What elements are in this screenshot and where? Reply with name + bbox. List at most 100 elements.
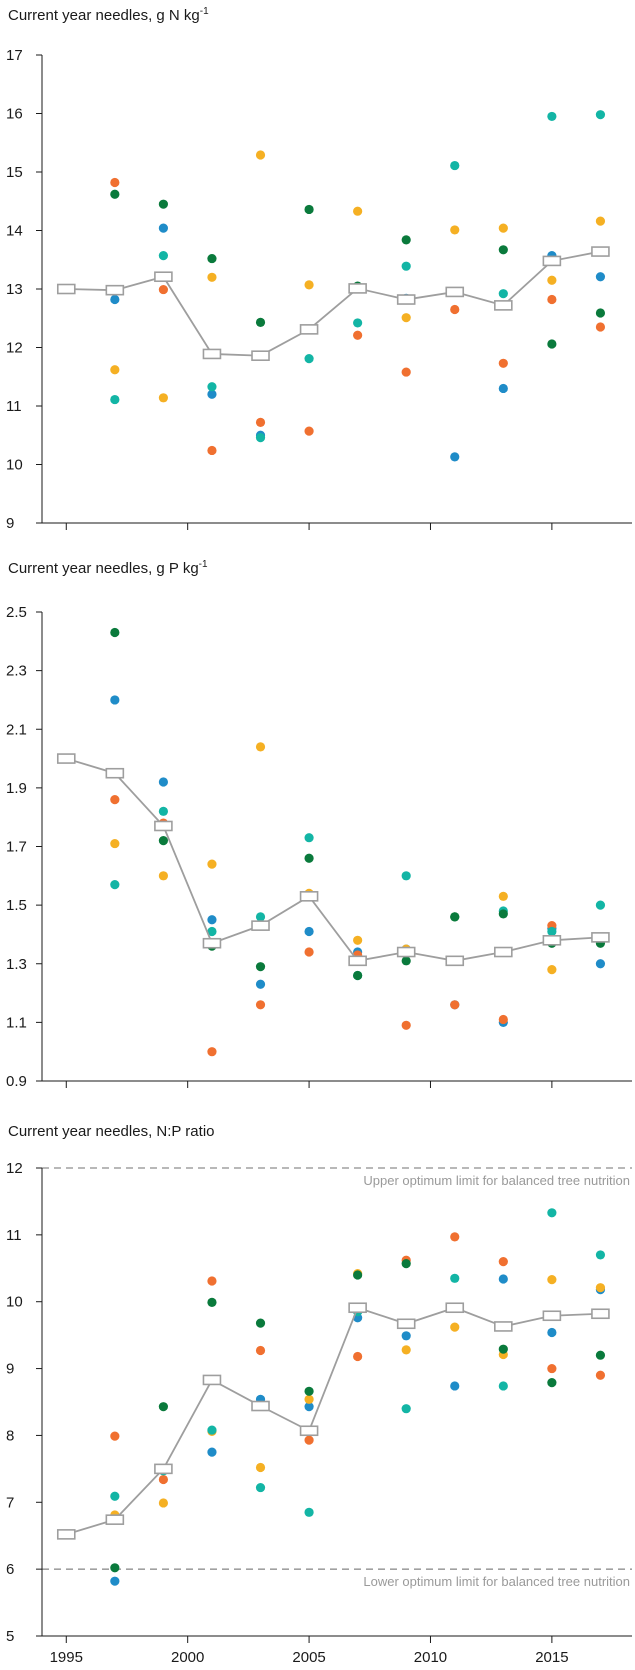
data-point-green [304,853,314,863]
data-point-orange [110,177,120,188]
data-point-orange [353,1351,363,1362]
mean-marker [154,820,173,832]
data-point-teal [595,110,606,120]
mean-marker [445,286,465,298]
data-point-green [304,1386,314,1396]
data-point-green [255,1318,266,1328]
y-tick-label: 5 [6,1628,14,1645]
data-point-teal [110,880,120,890]
mean-marker [105,1514,125,1525]
data-point-yellow [547,275,557,285]
data-point-blue [255,979,266,989]
y-tick-label: 13 [6,281,23,298]
data-point-green [158,1402,168,1412]
panel-3: Current year needles, N:P ratio Upper opt… [6,1123,632,1666]
data-point-yellow [110,838,120,849]
data-point-teal [255,912,266,922]
data-point-orange [401,367,411,377]
mean-marker [591,1308,610,1320]
data-point-blue [207,1447,217,1457]
data-point-orange [595,1370,606,1380]
data-point-teal [158,806,168,816]
mean-marker [299,324,319,335]
data-point-yellow [595,216,606,226]
data-point-yellow [158,871,168,881]
data-point-orange [450,1000,460,1010]
data-point-orange [255,1345,266,1356]
data-point-teal [450,1273,460,1283]
data-point-green [353,1270,363,1280]
data-point-yellow [304,1394,314,1404]
mean-marker [445,955,465,967]
data-point-orange [304,1435,314,1445]
data-point-orange [207,1276,217,1286]
panel-title: Current year needles, N:P ratio [8,1123,215,1140]
data-point-blue [401,1331,411,1341]
data-point-orange [353,330,363,340]
data-point-orange [304,426,314,436]
y-tick-label: 2.3 [6,663,27,680]
data-point-green [450,912,460,922]
data-point-green [498,909,508,919]
x-tick-label: 2000 [171,1649,204,1666]
data-point-green [547,339,557,349]
data-point-yellow [450,225,460,235]
x-tick-label: 2015 [535,1649,568,1666]
data-point-blue [207,915,217,925]
y-tick-label: 1.9 [6,780,27,797]
data-point-yellow [498,891,508,901]
data-point-orange [450,304,460,315]
data-point-green [547,1378,557,1388]
panel-2: Current year needles, g P kg-1 0.9 1.1 1.3 1… [6,559,632,1090]
y-tick-label: 12 [6,340,23,357]
data-point-green [110,1563,120,1573]
data-point-orange [110,1431,120,1441]
data-point-blue [110,294,120,305]
mean-marker [348,283,367,294]
data-point-yellow [255,1462,266,1473]
data-point-yellow [450,1322,460,1332]
data-point-teal [401,1404,411,1414]
data-point-teal [498,289,508,299]
data-point-teal [401,261,411,271]
data-point-blue [110,1576,120,1586]
data-point-green [255,962,266,972]
data-point-green [158,199,168,209]
data-point-teal [158,251,168,261]
data-point-green [353,970,363,981]
mean-marker [348,955,367,967]
data-point-orange [401,1020,411,1030]
data-point-teal [207,382,217,392]
mean-marker [542,255,562,267]
data-point-green [401,1259,411,1269]
data-point-orange [450,1232,460,1242]
data-point-yellow [401,313,411,323]
mean-marker [202,1374,222,1386]
data-point-yellow [547,1275,557,1285]
y-tick-label: 10 [6,1294,23,1311]
y-tick-label: 9 [6,1361,14,1378]
mean-marker [154,1463,173,1475]
panel-1: Current year needles, g N kg-1 9 10 11 12 13 1… [6,6,632,532]
mean-marker [445,1302,465,1314]
data-point-teal [547,926,557,937]
y-tick-label: 7 [6,1494,14,1511]
mean-line [66,1306,601,1536]
y-tick-label: 1.1 [6,1014,27,1031]
data-point-green [401,956,411,966]
mean-marker [494,300,513,311]
mean-marker [542,1310,562,1322]
data-point-orange [498,1014,508,1025]
y-tick-label: 2.5 [6,604,27,621]
y-tick-label: 14 [6,223,23,240]
data-point-teal [110,1491,120,1501]
data-point-orange [304,947,314,957]
x-tick-label: 1995 [50,1649,83,1666]
mean-line [66,757,601,962]
data-point-teal [304,833,314,843]
data-point-green [207,253,217,264]
data-point-yellow [158,393,168,403]
mean-marker [56,283,76,295]
